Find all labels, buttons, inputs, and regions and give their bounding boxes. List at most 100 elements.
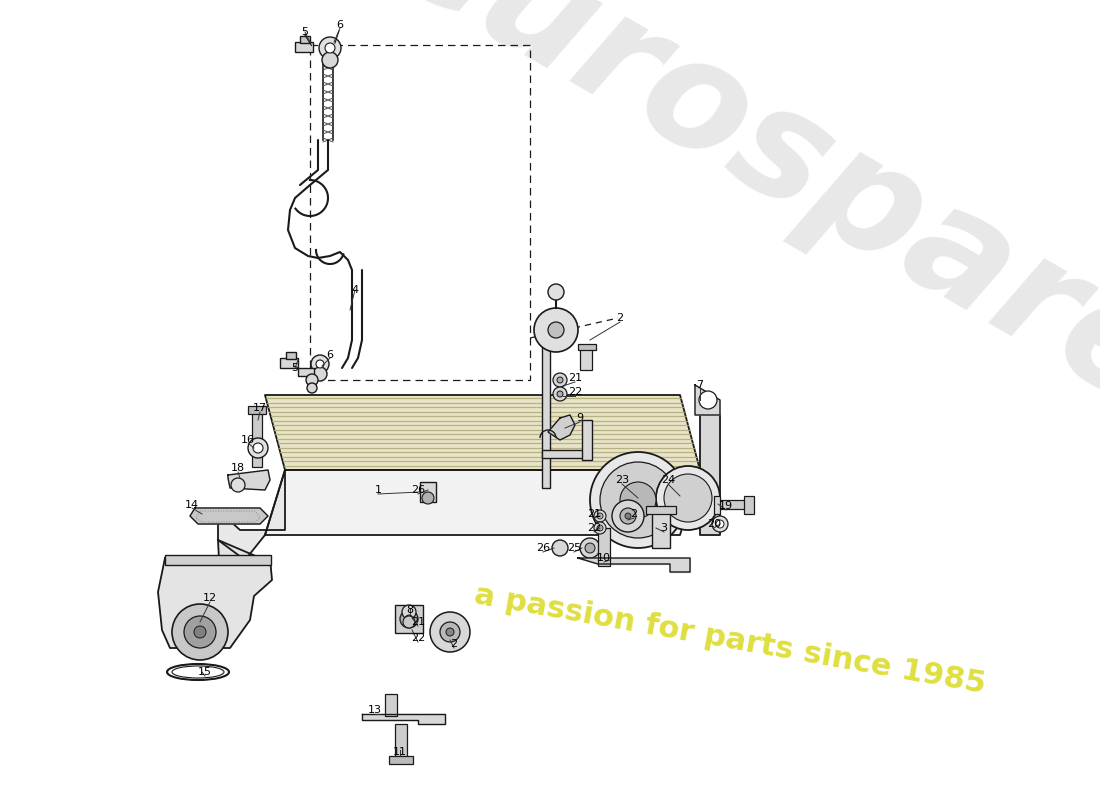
Bar [646,506,676,514]
Circle shape [548,284,564,300]
Polygon shape [700,395,720,535]
Bar [420,482,436,502]
Text: 4: 4 [351,285,359,295]
Circle shape [172,604,228,660]
Text: 19: 19 [719,501,733,511]
Bar [714,496,720,514]
Bar [582,420,592,460]
Text: 5: 5 [292,363,298,373]
Polygon shape [218,540,268,580]
Circle shape [400,610,418,628]
Bar [652,510,670,548]
Circle shape [552,540,568,556]
Bar [252,412,262,467]
Circle shape [440,622,460,642]
Circle shape [316,360,324,368]
Text: 22: 22 [587,523,601,533]
Circle shape [403,616,415,628]
Text: 15: 15 [198,667,212,677]
Circle shape [557,377,563,383]
Text: 21: 21 [587,509,601,519]
Bar [295,42,313,52]
Circle shape [612,500,643,532]
Circle shape [311,355,329,373]
Text: 2: 2 [450,639,458,649]
Polygon shape [265,470,700,535]
Text: 6: 6 [327,350,333,360]
Bar [395,724,407,760]
Text: 2: 2 [630,509,638,519]
Bar [580,348,592,370]
Text: 1: 1 [374,485,382,495]
Circle shape [553,373,566,387]
Circle shape [594,522,606,534]
Circle shape [585,543,595,553]
Circle shape [194,626,206,638]
Polygon shape [548,415,575,440]
Circle shape [597,513,603,519]
Circle shape [534,308,578,352]
Text: 17: 17 [253,403,267,413]
Text: a passion for parts since 1985: a passion for parts since 1985 [472,581,988,699]
Text: 3: 3 [660,523,668,533]
Text: 8: 8 [406,605,414,615]
Polygon shape [695,385,721,415]
Polygon shape [362,714,446,724]
Bar [165,555,271,565]
Text: 5: 5 [301,27,308,37]
Text: 12: 12 [202,593,217,603]
Circle shape [306,374,318,386]
Circle shape [594,510,606,522]
Circle shape [553,387,566,401]
Circle shape [422,492,435,504]
Text: 26: 26 [536,543,550,553]
Circle shape [446,628,454,636]
Text: 21: 21 [411,617,425,627]
Circle shape [625,513,631,519]
Circle shape [580,538,600,558]
Polygon shape [190,508,268,524]
Text: 11: 11 [393,747,407,757]
Circle shape [548,322,564,338]
Text: 2: 2 [616,313,624,323]
Circle shape [231,478,245,492]
Polygon shape [265,395,700,470]
Bar [598,528,611,566]
Text: 7: 7 [696,380,704,390]
Text: 23: 23 [615,475,629,485]
Text: 16: 16 [241,435,255,445]
Circle shape [405,615,412,623]
Text: 25: 25 [566,543,581,553]
Text: eurospares: eurospares [364,0,1100,486]
Circle shape [430,612,470,652]
Circle shape [712,516,728,532]
Text: 10: 10 [597,553,611,563]
Bar [389,756,412,764]
Bar [578,344,596,350]
Circle shape [597,525,603,531]
Bar [718,500,748,509]
Polygon shape [218,470,285,560]
Circle shape [307,383,317,393]
Bar [542,450,587,458]
Circle shape [253,443,263,453]
Text: 26: 26 [411,485,425,495]
Text: 24: 24 [661,475,675,485]
Polygon shape [158,558,272,648]
Circle shape [620,482,656,518]
Bar [395,605,424,633]
Circle shape [248,438,268,458]
Circle shape [184,616,216,648]
Bar [300,36,310,43]
Circle shape [590,452,686,548]
Circle shape [324,43,336,53]
Bar [744,496,754,514]
Text: 9: 9 [576,413,584,423]
Circle shape [314,367,327,381]
Text: 21: 21 [568,373,582,383]
Circle shape [656,466,721,530]
Polygon shape [228,470,270,490]
Bar [286,352,296,359]
Circle shape [716,520,724,528]
Text: 18: 18 [231,463,245,473]
